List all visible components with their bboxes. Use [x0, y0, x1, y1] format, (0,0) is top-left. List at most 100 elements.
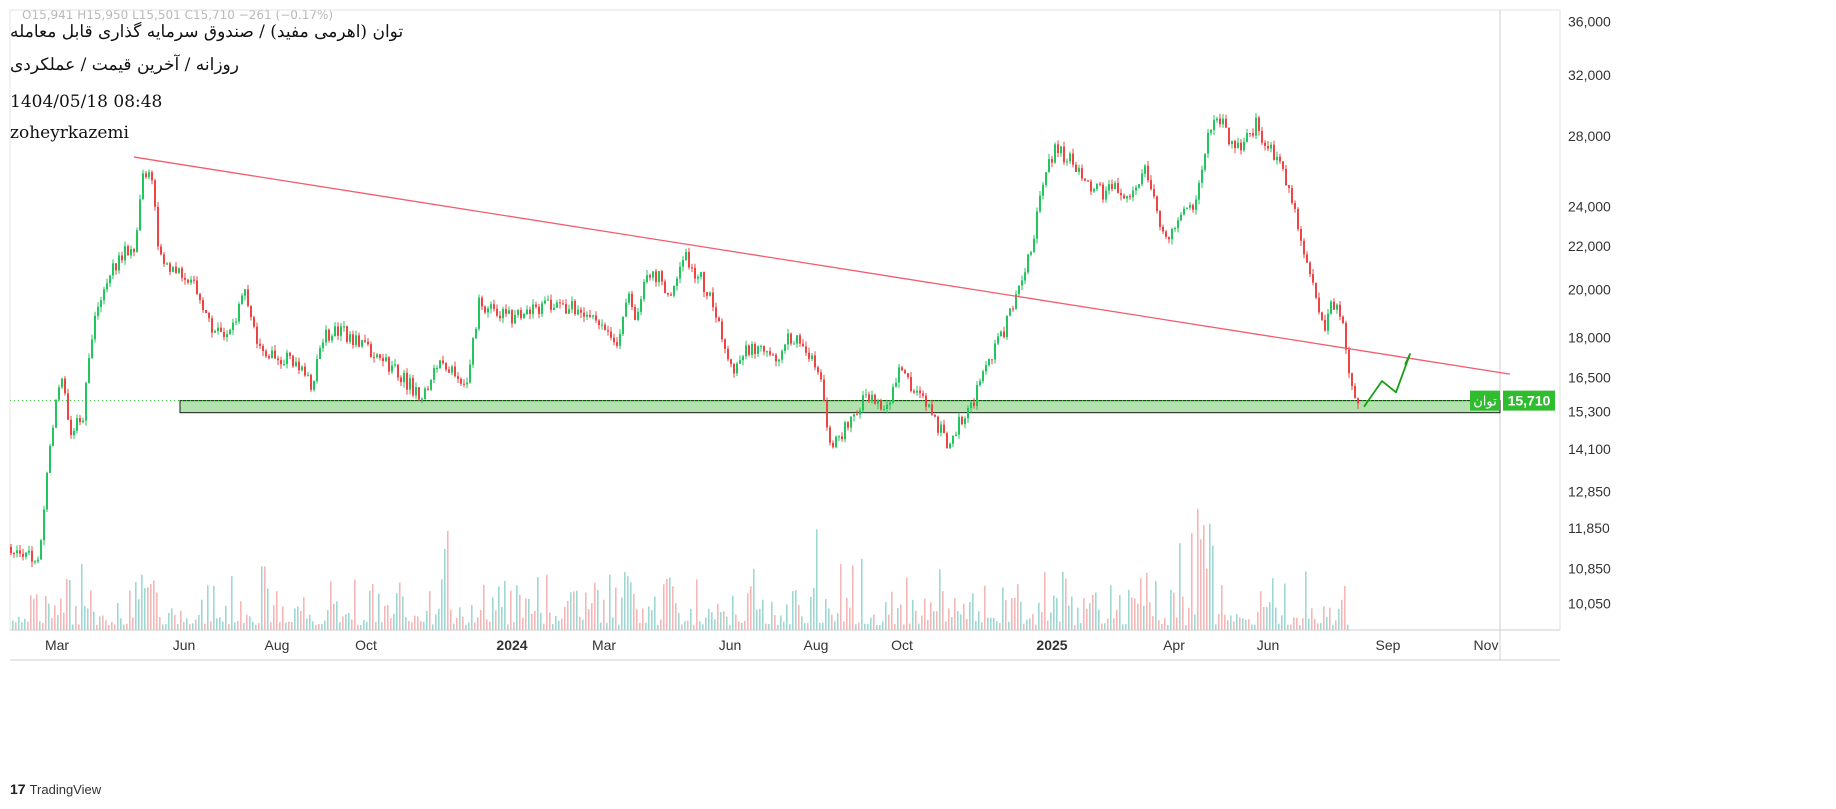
chart-datetime: 1404/05/18 08:48 [10, 92, 163, 112]
candle-body [88, 357, 90, 383]
candle-body [1249, 133, 1251, 135]
candle-body [211, 318, 213, 333]
candle-body [469, 364, 471, 383]
volume-bar [984, 585, 986, 630]
volume-bar [1278, 623, 1280, 630]
candle-body [46, 472, 48, 510]
volume-bar [924, 598, 926, 630]
volume-bar [957, 611, 959, 630]
volume-bar [1299, 624, 1301, 630]
volume-bar [348, 612, 350, 630]
support-zone [179, 400, 1501, 414]
candle-body [118, 255, 120, 271]
candle-body [286, 352, 288, 365]
candle-body [796, 335, 798, 344]
volume-bar [72, 624, 74, 630]
candle-body [907, 373, 909, 377]
volume-bar [777, 624, 779, 630]
candle-body [631, 293, 633, 307]
tradingview-logo[interactable]: 17 TradingView [10, 781, 101, 797]
candle-body [265, 350, 267, 357]
candle-body [835, 436, 837, 448]
candle-body [346, 326, 348, 342]
time-tick-label: Apr [1163, 637, 1185, 653]
volume-bar [81, 563, 83, 630]
volume-bar [411, 622, 413, 630]
volume-bar [600, 622, 602, 630]
volume-bar [1125, 624, 1127, 630]
volume-bar [582, 619, 584, 630]
volume-bar [564, 606, 566, 630]
candle-body [79, 418, 81, 423]
candle-body [370, 344, 372, 357]
volume-bar [489, 621, 491, 630]
volume-bar [801, 616, 803, 630]
candle-body [1036, 211, 1038, 239]
candle-body [436, 367, 438, 369]
candle-body [772, 354, 774, 356]
candle-body [388, 357, 390, 372]
candle-body [670, 294, 672, 296]
candle-body [1048, 159, 1050, 173]
volume-bar [684, 621, 686, 630]
candle-body [1000, 331, 1002, 337]
candle-body [1108, 184, 1110, 191]
candle-body [1285, 168, 1287, 186]
volume-bar [228, 624, 230, 630]
candle-body [262, 345, 264, 351]
candle-body [643, 282, 645, 300]
volume-bar [624, 572, 626, 630]
volume-bar [321, 624, 323, 630]
volume-bar [153, 580, 155, 630]
volume-bar [1203, 525, 1205, 630]
candle-body [748, 345, 750, 355]
volume-bar [78, 624, 80, 630]
candle-body [946, 433, 948, 449]
candle-body [592, 315, 594, 317]
volume-bar [702, 624, 704, 630]
volume-bar [1011, 597, 1013, 630]
candle-body [331, 336, 333, 341]
volume-bar [189, 624, 191, 630]
candle-body [319, 348, 321, 359]
volume-bar [387, 604, 389, 630]
volume-bar [618, 624, 620, 630]
last-price-label-bg [1503, 390, 1555, 411]
candle-body [964, 418, 966, 425]
candle-body [1351, 373, 1353, 386]
candle-body [16, 550, 18, 554]
volume-bar [1323, 606, 1325, 630]
candle-body [475, 328, 477, 339]
volume-bar [1281, 615, 1283, 630]
volume-bar [816, 529, 818, 630]
volume-bar [948, 608, 950, 630]
volume-bar [906, 577, 908, 630]
volume-bar [54, 605, 56, 630]
volume-bar [1146, 572, 1148, 630]
volume-bar [807, 623, 809, 630]
candle-body [130, 249, 132, 256]
volume-bar [1269, 602, 1271, 630]
volume-bar [69, 579, 71, 630]
candle-body [1240, 142, 1242, 151]
volume-bar [846, 597, 848, 630]
volume-bar [1152, 616, 1154, 630]
volume-bar [417, 616, 419, 630]
candle-body [1066, 161, 1068, 163]
candle-body [154, 180, 156, 207]
candle-body [13, 553, 15, 555]
volume-bar [1050, 612, 1052, 630]
candle-body [67, 393, 69, 420]
volume-bar [540, 612, 542, 630]
time-tick-label: 2025 [1036, 637, 1067, 653]
volume-bar [159, 617, 161, 630]
volume-bar [192, 623, 194, 630]
candle-body [679, 266, 681, 279]
volume-bar [45, 595, 47, 630]
volume-bar [381, 622, 383, 630]
volume-bar [297, 606, 299, 630]
candle-body [838, 436, 840, 438]
volume-bar [573, 591, 575, 630]
time-tick-label: Oct [355, 637, 377, 653]
